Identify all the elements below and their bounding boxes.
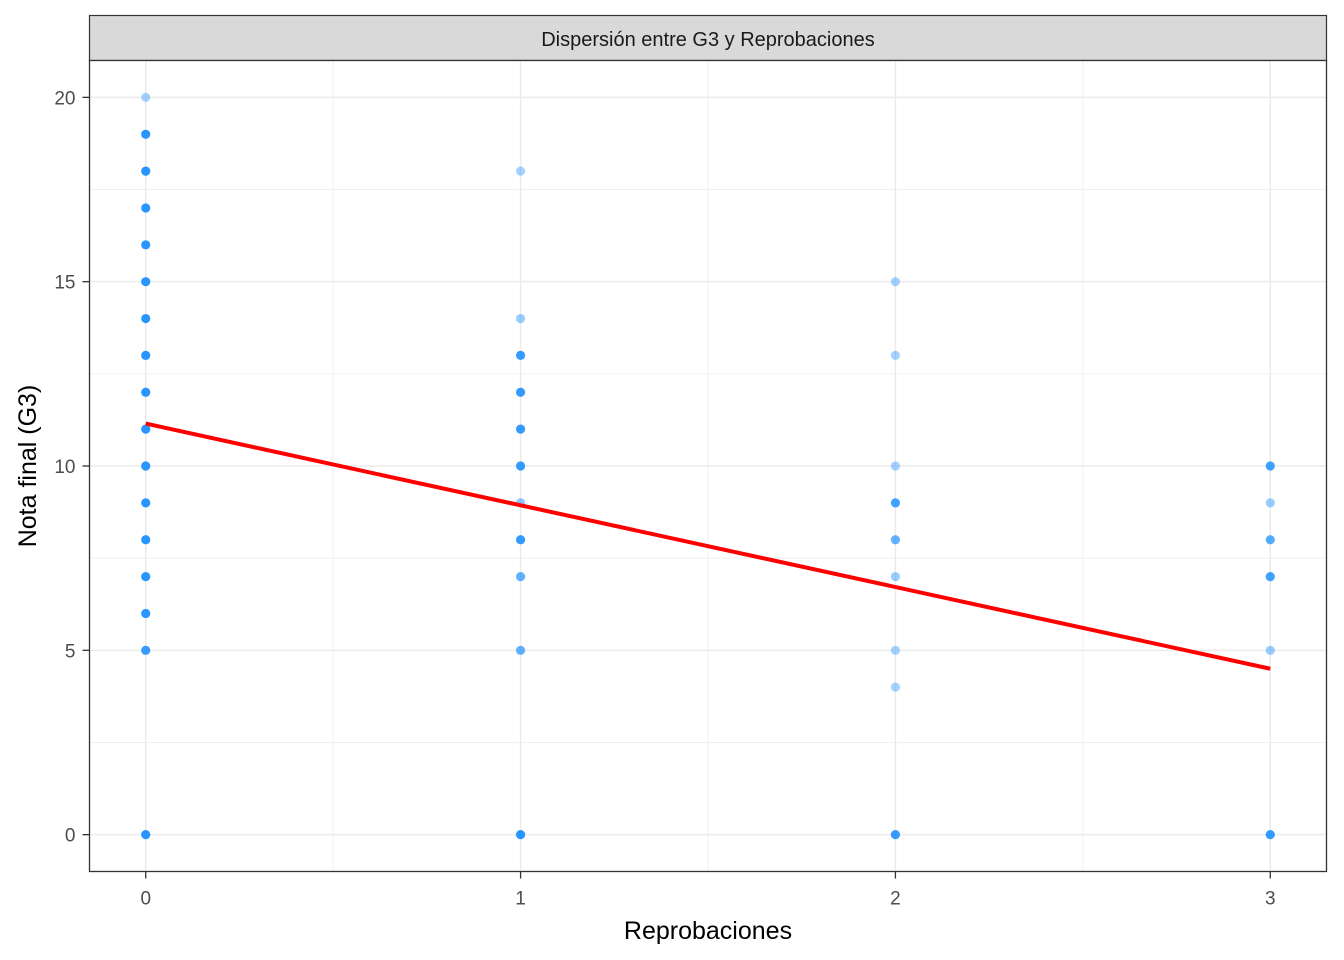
data-point <box>141 387 151 397</box>
data-point <box>141 830 151 840</box>
data-point <box>141 129 151 139</box>
x-tick-label: 2 <box>890 889 901 910</box>
data-point <box>515 461 526 471</box>
y-tick-label: 20 <box>54 88 75 109</box>
data-point <box>1265 461 1275 471</box>
data-point <box>890 461 901 471</box>
data-point <box>515 313 526 324</box>
data-point <box>141 645 151 655</box>
data-point <box>1265 535 1275 545</box>
y-tick-label: 15 <box>54 273 75 294</box>
data-point <box>141 277 151 287</box>
data-point <box>141 240 151 250</box>
data-point <box>890 498 901 508</box>
trend-line <box>145 421 1271 671</box>
data-point <box>141 313 151 324</box>
data-point <box>141 571 151 582</box>
y-axis-title: Nota final (G3) <box>14 385 42 548</box>
y-tick-label: 5 <box>65 641 76 662</box>
data-point <box>1265 571 1275 582</box>
x-tick-label: 0 <box>140 889 151 910</box>
data-point <box>890 571 901 582</box>
y-tick-label: 0 <box>65 826 76 847</box>
data-point <box>890 535 901 545</box>
data-point <box>515 166 526 176</box>
points-layer <box>141 92 1275 840</box>
data-point <box>515 571 526 582</box>
data-point <box>890 277 901 287</box>
data-point <box>141 166 151 176</box>
data-point <box>141 461 151 471</box>
data-point <box>1265 498 1275 508</box>
x-axis-title: Reprobaciones <box>624 917 792 945</box>
data-point <box>515 387 526 397</box>
y-tick-label: 10 <box>54 457 75 478</box>
data-point <box>515 535 526 545</box>
chart-title: Dispersión entre G3 y Reprobaciones <box>541 29 875 51</box>
data-point <box>890 350 901 361</box>
data-point <box>141 350 151 361</box>
strip-background <box>88 14 1328 62</box>
data-point <box>141 424 151 434</box>
data-point <box>141 608 151 619</box>
y-axis: 0 5 10 15 20 <box>54 88 90 847</box>
data-point <box>1265 645 1275 655</box>
data-point <box>890 682 901 692</box>
data-point <box>1265 830 1275 840</box>
data-point <box>141 203 151 213</box>
data-point <box>515 830 526 840</box>
data-point <box>141 535 151 545</box>
data-point <box>515 645 526 655</box>
x-axis: 0 1 2 3 <box>140 871 1276 910</box>
data-point <box>890 645 901 655</box>
x-tick-label: 1 <box>515 889 526 910</box>
data-point <box>515 350 526 361</box>
data-point <box>890 830 901 840</box>
data-point <box>141 498 151 508</box>
data-point <box>141 92 151 102</box>
x-tick-label: 3 <box>1265 889 1276 910</box>
data-point <box>515 424 526 434</box>
grid-major <box>89 60 1327 872</box>
trend-layer <box>145 421 1271 671</box>
